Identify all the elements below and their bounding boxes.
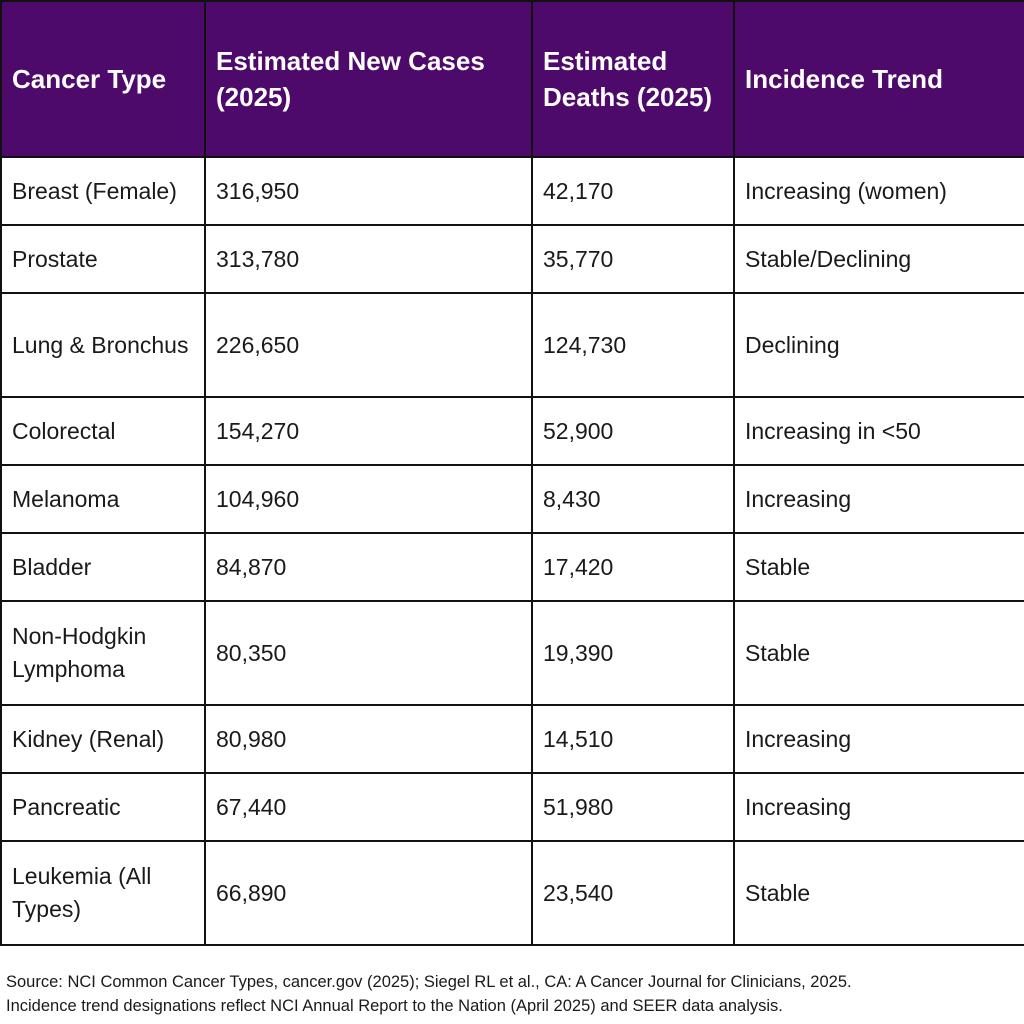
header-estimated-deaths: Estimated Deaths (2025): [531, 0, 735, 158]
table-row: Breast (Female) 316,950 42,170 Increasin…: [0, 156, 1024, 226]
cell-new-cases: 316,950: [204, 156, 533, 226]
cell-new-cases: 66,890: [204, 840, 533, 946]
cell-cancer-type: Pancreatic: [0, 772, 206, 842]
table-row: Pancreatic 67,440 51,980 Increasing: [0, 772, 1024, 842]
cell-deaths: 42,170: [531, 156, 735, 226]
source-citation: Source: NCI Common Cancer Types, cancer.…: [6, 973, 852, 991]
table-row: Leukemia (All Types) 66,890 23,540 Stabl…: [0, 840, 1024, 946]
cell-trend: Increasing in <50: [733, 396, 1024, 466]
header-row: Cancer Type Estimated New Cases (2025) E…: [0, 0, 1024, 158]
header-incidence-trend: Incidence Trend: [733, 0, 1024, 158]
cell-cancer-type: Breast (Female): [0, 156, 206, 226]
cell-new-cases: 313,780: [204, 224, 533, 294]
cell-deaths: 52,900: [531, 396, 735, 466]
cell-new-cases: 226,650: [204, 292, 533, 398]
cell-cancer-type: Leukemia (All Types): [0, 840, 206, 946]
cell-new-cases: 154,270: [204, 396, 533, 466]
table-row: Melanoma 104,960 8,430 Increasing: [0, 464, 1024, 534]
cell-deaths: 8,430: [531, 464, 735, 534]
cell-trend: Increasing: [733, 772, 1024, 842]
cell-trend: Increasing (women): [733, 156, 1024, 226]
table-row: Prostate 313,780 35,770 Stable/Declining: [0, 224, 1024, 294]
cell-deaths: 51,980: [531, 772, 735, 842]
cell-new-cases: 84,870: [204, 532, 533, 602]
table-row: Kidney (Renal) 80,980 14,510 Increasing: [0, 704, 1024, 774]
cell-trend: Stable: [733, 532, 1024, 602]
cell-cancer-type: Lung & Bronchus: [0, 292, 206, 398]
cell-deaths: 17,420: [531, 532, 735, 602]
cell-trend: Stable: [733, 840, 1024, 946]
table-row: Non-Hodgkin Lymphoma 80,350 19,390 Stabl…: [0, 600, 1024, 706]
cell-cancer-type: Prostate: [0, 224, 206, 294]
cell-trend: Increasing: [733, 704, 1024, 774]
cell-cancer-type: Melanoma: [0, 464, 206, 534]
cell-trend: Stable: [733, 600, 1024, 706]
cell-cancer-type: Bladder: [0, 532, 206, 602]
cell-cancer-type: Colorectal: [0, 396, 206, 466]
cell-deaths: 19,390: [531, 600, 735, 706]
cell-deaths: 35,770: [531, 224, 735, 294]
cell-cancer-type: Kidney (Renal): [0, 704, 206, 774]
cell-new-cases: 80,350: [204, 600, 533, 706]
cell-new-cases: 67,440: [204, 772, 533, 842]
cell-deaths: 124,730: [531, 292, 735, 398]
table-row: Colorectal 154,270 52,900 Increasing in …: [0, 396, 1024, 466]
cancer-statistics-table: Cancer Type Estimated New Cases (2025) E…: [0, 0, 1024, 946]
cell-new-cases: 80,980: [204, 704, 533, 774]
header-cancer-type: Cancer Type: [0, 0, 206, 158]
cell-cancer-type: Non-Hodgkin Lymphoma: [0, 600, 206, 706]
cell-deaths: 14,510: [531, 704, 735, 774]
trend-note: Incidence trend designations reflect NCI…: [6, 997, 783, 1015]
cell-trend: Increasing: [733, 464, 1024, 534]
cell-deaths: 23,540: [531, 840, 735, 946]
cell-new-cases: 104,960: [204, 464, 533, 534]
table-row: Lung & Bronchus 226,650 124,730 Declinin…: [0, 292, 1024, 398]
cell-trend: Stable/Declining: [733, 224, 1024, 294]
header-estimated-new-cases: Estimated New Cases (2025): [204, 0, 533, 158]
cell-trend: Declining: [733, 292, 1024, 398]
table-row: Bladder 84,870 17,420 Stable: [0, 532, 1024, 602]
source-note: Source: NCI Common Cancer Types, cancer.…: [6, 970, 1020, 1018]
